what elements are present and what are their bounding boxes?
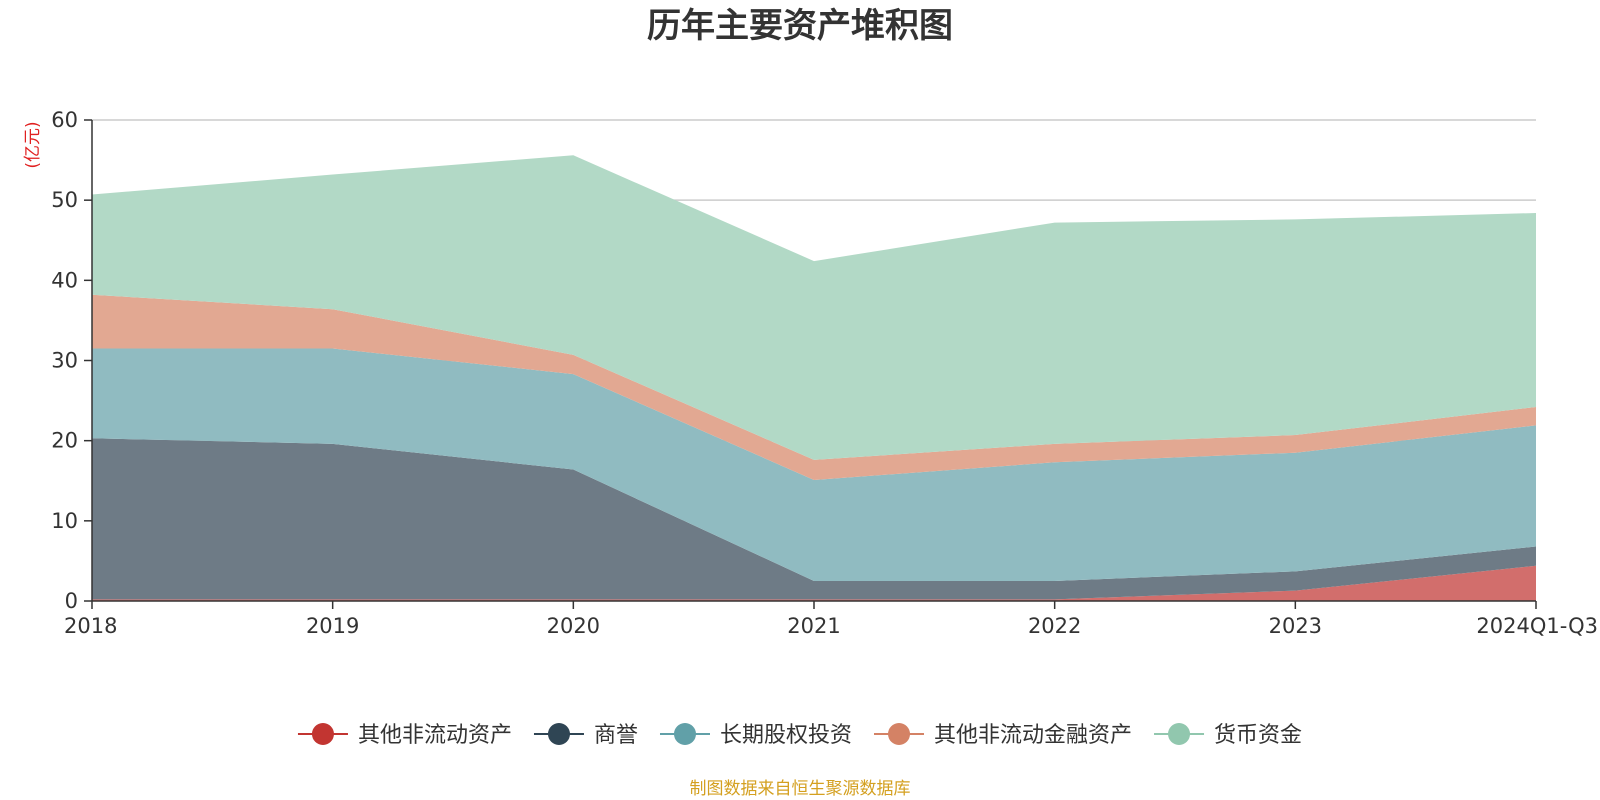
x-tick-label: 2024Q1-Q3: [1476, 614, 1598, 638]
area-series-2: [92, 348, 1536, 581]
legend-item-2[interactable]: 长期股权投资: [659, 723, 852, 748]
y-tick-label: 20: [51, 429, 78, 453]
legend-circle-marker: [1168, 723, 1191, 745]
legend-item-1[interactable]: 商誉: [533, 723, 638, 748]
y-tick-label: 50: [51, 188, 78, 212]
legend-item-3[interactable]: 其他非流动金融资产: [874, 723, 1132, 748]
x-tick-label: 2023: [1269, 614, 1322, 638]
y-tick-label: 40: [51, 268, 78, 292]
legend-circle-marker: [673, 723, 696, 745]
y-tick-label: 60: [51, 108, 78, 132]
legend-circle-marker: [311, 723, 334, 745]
legend-label: 商誉: [594, 723, 638, 748]
legend-circle-marker: [547, 723, 570, 745]
area-series-1: [92, 438, 1536, 600]
legend: 其他非流动资产 商誉 长期股权投资 其他非流动金融资产 货币资金: [297, 723, 1302, 748]
chart-title: 历年主要资产堆积图: [647, 6, 953, 46]
y-tick-label: 10: [51, 509, 78, 533]
axes: 0 10 20 30 40 50 60 2018 2019 2020 2021 2022 2023 202…: [51, 108, 1598, 638]
y-tick-label: 30: [51, 349, 78, 373]
area-series-4: [92, 155, 1536, 460]
x-tick-label: 2022: [1028, 614, 1081, 638]
legend-circle-marker: [888, 723, 911, 745]
legend-label: 长期股权投资: [720, 723, 852, 748]
legend-label: 其他非流动资产: [358, 723, 512, 748]
x-tick-label: 2018: [64, 614, 117, 638]
legend-label: 其他非流动金融资产: [934, 723, 1132, 748]
legend-item-4[interactable]: 货币资金: [1154, 723, 1302, 748]
x-tick-label: 2021: [787, 614, 840, 638]
legend-label: 货币资金: [1214, 723, 1302, 748]
area-series-3: [92, 294, 1536, 480]
series-areas: [92, 155, 1536, 601]
y-axis-unit: (亿元): [23, 121, 43, 168]
area-series-0: [92, 565, 1536, 601]
data-source-note: 制图数据来自恒生聚源数据库: [690, 779, 911, 799]
x-tick-label: 2020: [547, 614, 600, 638]
legend-item-0[interactable]: 其他非流动资产: [297, 723, 512, 748]
x-tick-label: 2019: [306, 614, 359, 638]
y-tick-label: 0: [65, 589, 78, 613]
